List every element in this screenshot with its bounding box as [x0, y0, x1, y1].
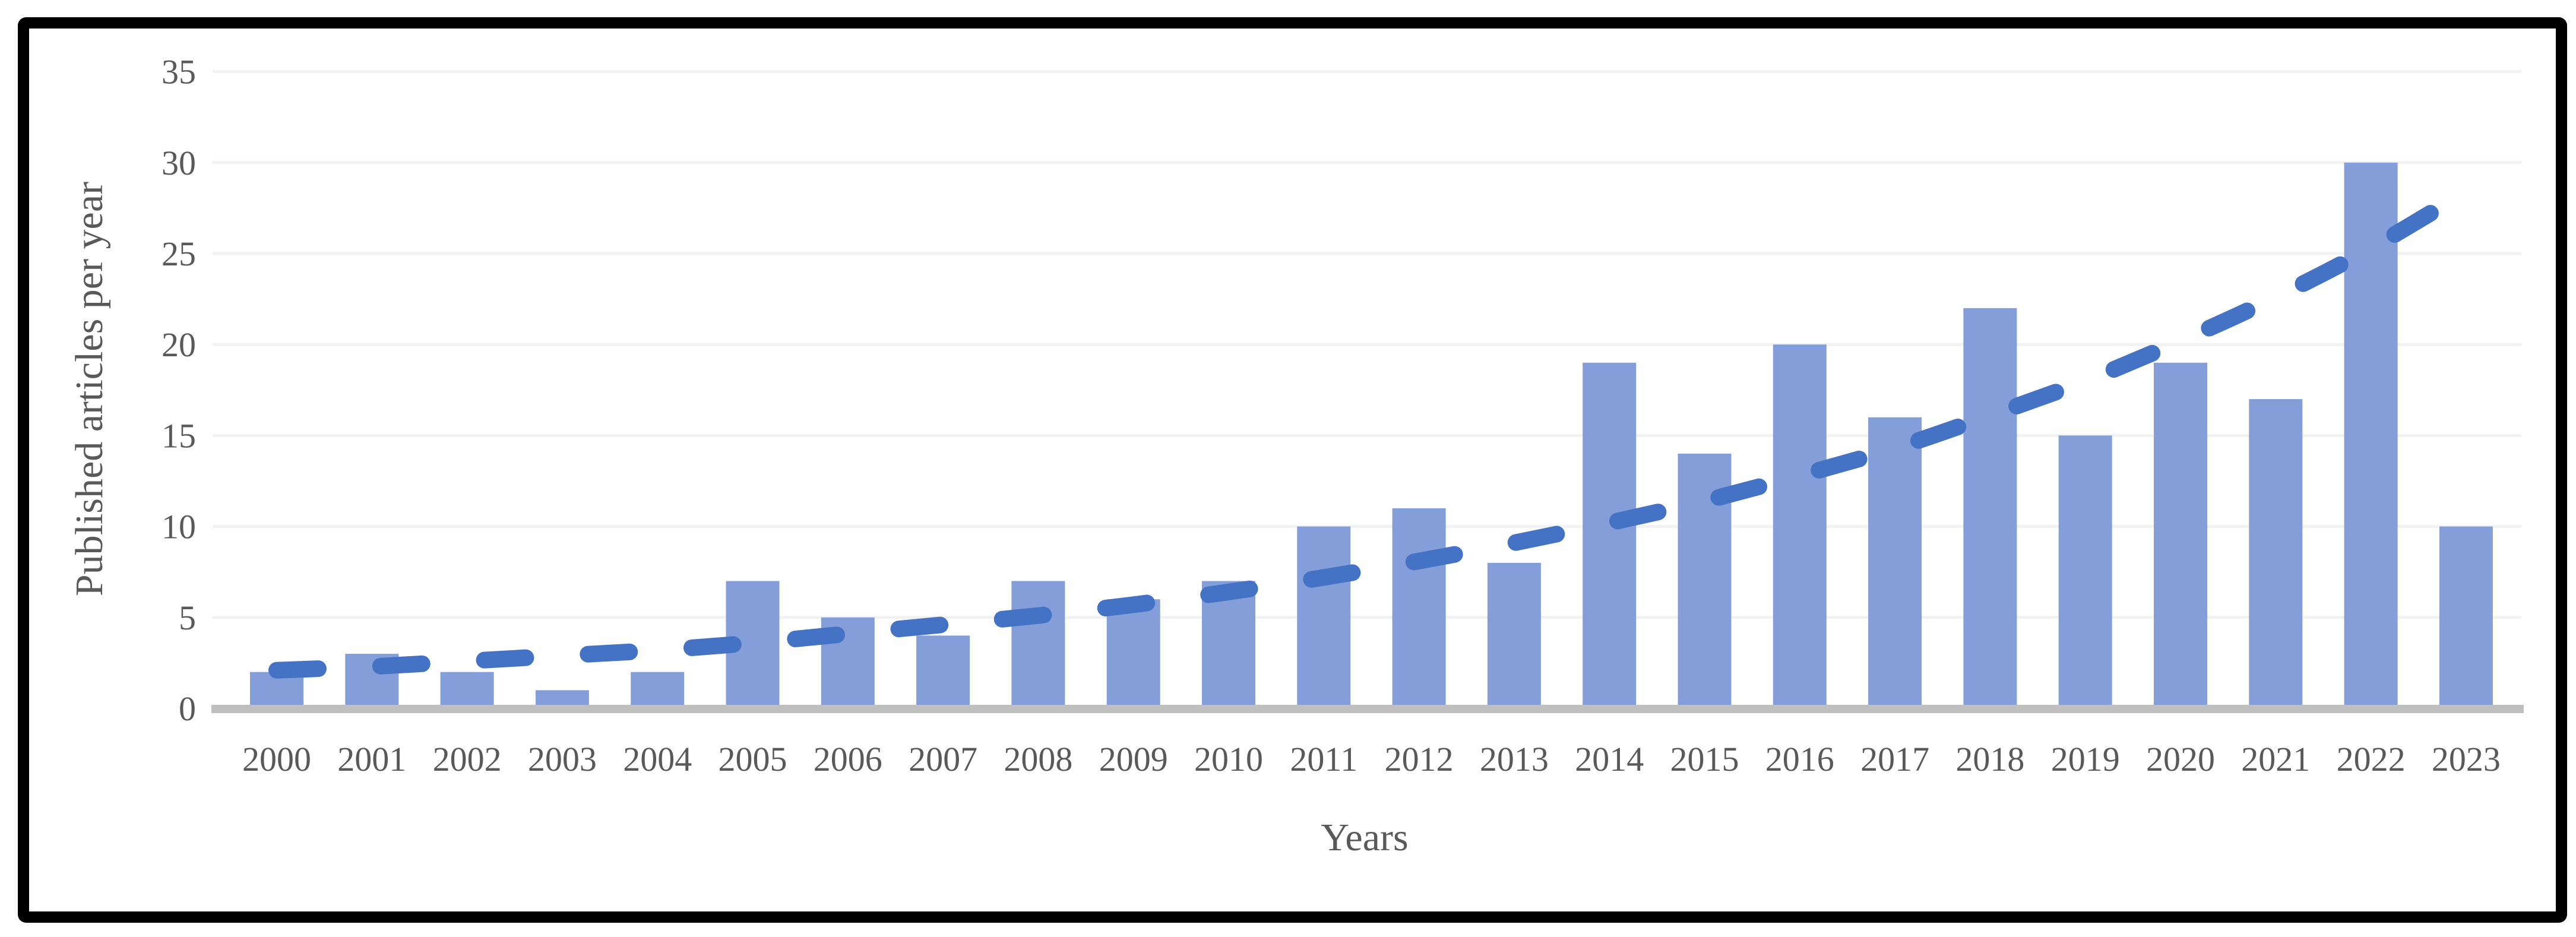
- bar-2017: [1868, 417, 1922, 708]
- x-tick-label-2022: 2022: [2337, 740, 2406, 778]
- bar-2021: [2249, 399, 2303, 708]
- x-tick-label-2001: 2001: [337, 740, 406, 778]
- x-tick-label-2005: 2005: [719, 740, 787, 778]
- x-tick-label-2021: 2021: [2241, 740, 2310, 778]
- bar-2019: [2058, 435, 2112, 708]
- x-tick-label-2008: 2008: [1004, 740, 1072, 778]
- x-tick-label-2009: 2009: [1099, 740, 1168, 778]
- bar-2022: [2344, 162, 2398, 708]
- x-tick-label-2015: 2015: [1670, 740, 1739, 778]
- y-tick-label-30: 30: [162, 144, 196, 182]
- x-axis-line: [211, 705, 2524, 713]
- bars: [250, 162, 2493, 708]
- y-axis-title: Published articles per year: [68, 182, 111, 596]
- bar-2004: [631, 672, 685, 708]
- x-tick-label-2006: 2006: [814, 740, 882, 778]
- x-tick-label-2016: 2016: [1765, 740, 1834, 778]
- trendline-path: [268, 183, 2474, 679]
- x-tick-label-2002: 2002: [433, 740, 502, 778]
- bar-2020: [2154, 362, 2207, 708]
- x-tick-label-2023: 2023: [2432, 740, 2501, 778]
- x-tick-label-2004: 2004: [623, 740, 692, 778]
- x-tick-label-2017: 2017: [1860, 740, 1929, 778]
- y-tick-label-10: 10: [162, 508, 196, 546]
- x-tick-label-2007: 2007: [909, 740, 977, 778]
- x-tick-label-2020: 2020: [2146, 740, 2215, 778]
- bar-2014: [1583, 362, 1637, 708]
- y-tick-label-5: 5: [179, 599, 196, 637]
- x-tick-label-2003: 2003: [528, 740, 597, 778]
- x-tick-label-2012: 2012: [1385, 740, 1454, 778]
- bar-2016: [1773, 344, 1827, 708]
- y-tick-label-35: 35: [162, 53, 196, 91]
- bar-2023: [2439, 526, 2493, 708]
- y-tick-label-0: 0: [179, 689, 196, 728]
- x-tick-labels: 2000 2001 2002 2003 2004 2005 2006 2007 2008 2009…: [242, 740, 2501, 778]
- bar-2008: [1011, 581, 1065, 708]
- x-tick-label-2011: 2011: [1290, 740, 1357, 778]
- bar-2002: [440, 672, 494, 708]
- x-tick-label-2013: 2013: [1480, 740, 1549, 778]
- bar-2007: [916, 635, 970, 708]
- y-tick-label-25: 25: [162, 235, 196, 273]
- y-tick-labels: 0 5 10 15 20 25 30 35: [162, 53, 196, 728]
- x-tick-label-2014: 2014: [1575, 740, 1644, 778]
- x-tick-label-2010: 2010: [1194, 740, 1263, 778]
- x-tick-label-2019: 2019: [2051, 740, 2120, 778]
- gridlines: [213, 70, 2521, 619]
- x-axis-line-group: [211, 705, 2524, 713]
- y-tick-label-15: 15: [162, 416, 196, 455]
- y-tick-label-20: 20: [162, 325, 196, 364]
- x-tick-label-2000: 2000: [242, 740, 311, 778]
- bar-2013: [1487, 562, 1541, 708]
- bar-2018: [1963, 308, 2017, 708]
- x-axis-title: Years: [1321, 816, 1408, 859]
- trendline-group: [268, 183, 2474, 679]
- x-tick-label-2018: 2018: [1955, 740, 2024, 778]
- bar-2011: [1297, 526, 1351, 708]
- bar-2009: [1106, 599, 1160, 708]
- bar-2012: [1392, 508, 1446, 708]
